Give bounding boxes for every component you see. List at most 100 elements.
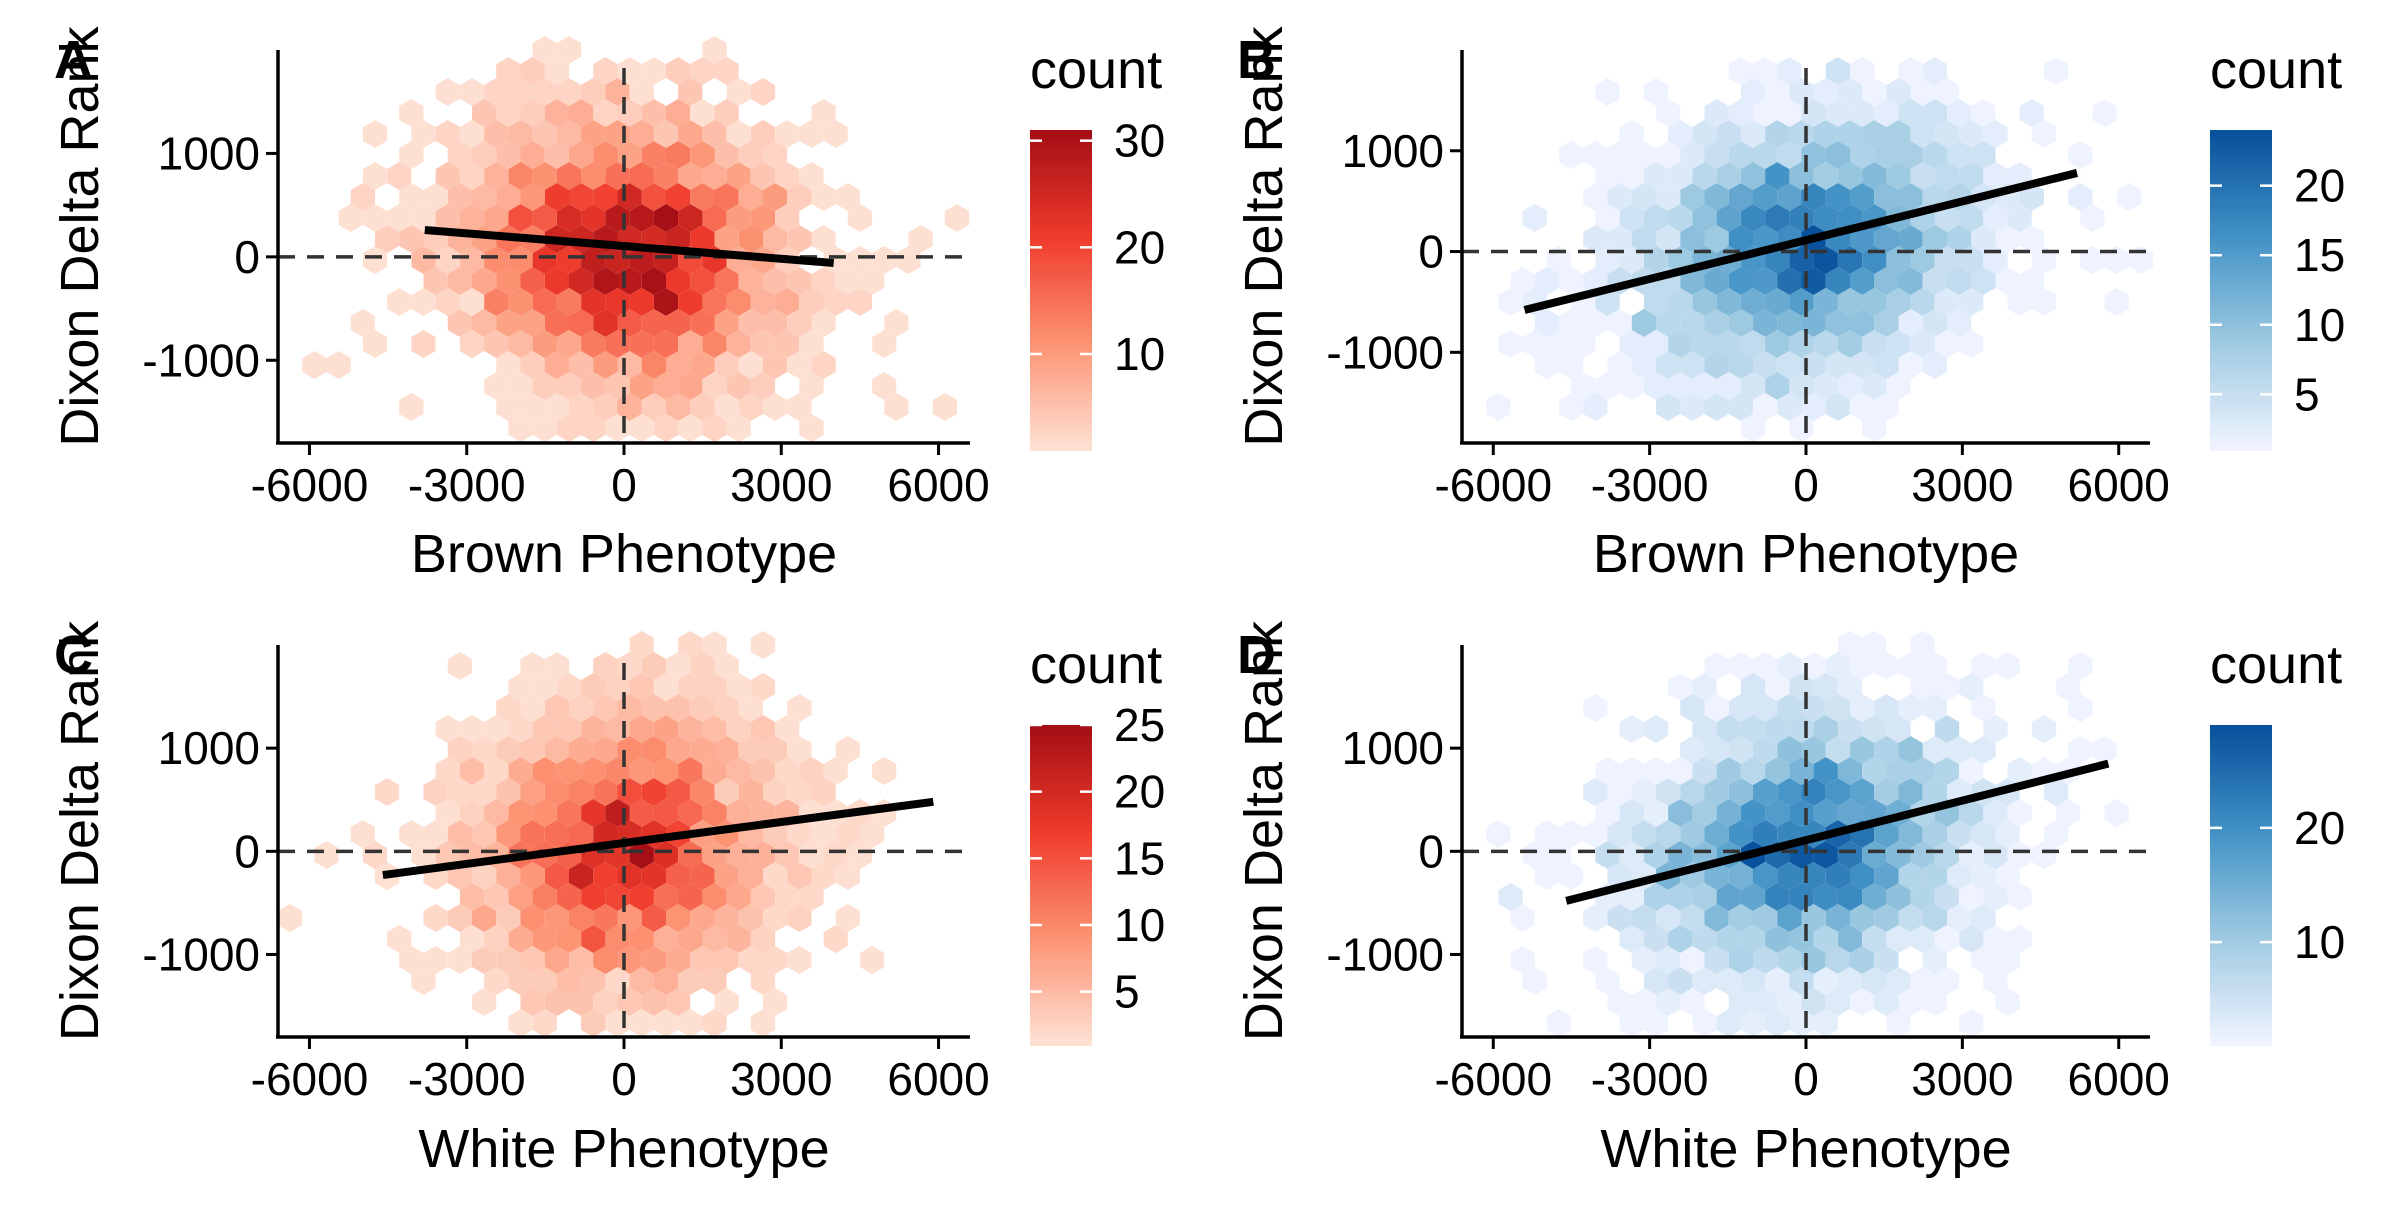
hexbin-cell [1704,351,1729,379]
hexbin-cell [653,925,679,953]
hexbin-cell [690,351,715,379]
legend-gradient-step [2210,757,2272,764]
hexbin-cell [520,820,545,848]
hexbin-cell [2080,204,2105,232]
hexbin-cell [1668,757,1693,785]
hexbin-cell [1886,757,1911,785]
hexbin-cell [666,141,691,169]
hexbin-cell [447,652,472,680]
hexbin-cell [544,862,569,890]
hexbin-cell [1668,288,1693,316]
color-legend: count 5 10 15 20 25 [1030,635,1165,1046]
hexbin-cell [641,57,666,85]
legend-gradient-step [2210,332,2272,339]
hexbin-cell [787,862,812,890]
hexbin-cell [1862,162,1887,190]
hexbin-cell [1934,162,1960,190]
hexbin-cell [593,652,618,680]
hexbin-cell [787,904,812,932]
hexbin-cell [1862,841,1887,869]
legend-gradient-step [1030,1039,1092,1046]
hexbin-cell [847,204,873,232]
legend-gradient-step [2210,178,2272,185]
legend-gradient-step [1030,252,1092,259]
hexbin-cell [1716,799,1741,827]
hexbin-cell [653,372,679,400]
hexbin-cell [1886,841,1911,869]
hexbin-cell [835,736,860,764]
legend-gradient-step [2210,895,2272,902]
hexbin-cell [702,631,727,659]
hexbin-cell [508,162,533,190]
hexbin-cell [629,631,654,659]
hexbin-cell [908,225,933,253]
hexbin-cell [1583,946,1608,974]
hexbin-cell [1668,120,1693,148]
hexbin-cell [1753,267,1778,295]
legend-gradient-step [1030,1018,1092,1025]
hexbin-cell [1643,204,1669,232]
legend-gradient-step [1030,954,1092,961]
hexbin-cell [799,414,824,442]
hexbin-cell [1850,309,1875,337]
hexbin-cell [1583,820,1608,848]
hexbin-cell [508,414,533,442]
hexbin-cell [690,99,715,127]
hexbin-cell [1643,288,1669,316]
legend-gradient-step [1030,172,1092,179]
hexbin-cell [702,372,727,400]
hexbin-cell [1825,862,1850,890]
hexbin-cell [666,652,691,680]
hexbin-cell [496,862,521,890]
legend-gradient-step [1030,215,1092,222]
hexbin-cell [1813,715,1838,743]
hexbin-cell [1643,78,1669,106]
hexbin-cell [1765,883,1790,911]
y-tick-label: 0 [1418,825,1444,877]
hexbin-cell [1922,225,1947,253]
hexbin-cell [835,820,860,848]
hexbin-cell [459,78,485,106]
hexbin-cell [1813,372,1838,400]
legend-gradient-step [1030,284,1092,291]
hexbin-cell [581,414,606,442]
hexbin-cell [1922,988,1947,1016]
legend-gradient-step [2210,922,2272,929]
hexbin-cell [350,820,375,848]
hexbin-cell [520,988,545,1016]
hexbin-cell [775,120,800,148]
hexbin-cell [581,204,606,232]
hexbin-cell [1850,736,1875,764]
hexbin-cell [702,1009,727,1037]
hexbin-cell [1765,967,1790,995]
legend-label: 10 [2294,299,2345,351]
legend-gradient-step [2210,215,2272,222]
hexbin-cell [823,841,848,869]
hexbin-cell [302,351,327,379]
hexbin-cell [835,862,860,890]
legend-gradient-step [1030,831,1092,838]
legend-gradient-step [1030,970,1092,977]
hexbin-cell [1643,1009,1669,1037]
hexbin-cell [1643,162,1669,190]
hexbin-cell [1813,841,1838,869]
legend-gradient-step [2210,959,2272,966]
hexbin-cell [726,372,751,400]
hexbin-cell [1680,988,1705,1016]
hexbin-cell [1631,820,1656,848]
hexbin-cell [1850,99,1875,127]
hexbin-cell [1692,162,1717,190]
hexbin-cell [641,141,666,169]
hexbin-cell [653,715,679,743]
hexbin-cell [1777,988,1802,1016]
hexbin-cell [508,883,533,911]
hexbin-cell [556,925,582,953]
legend-gradient-step [2210,343,2272,350]
hexbin-cell [1971,820,1996,848]
hexbin-cell [872,757,897,785]
hexbin-cell [775,883,800,911]
hexbin-cell [763,309,788,337]
x-tick-label: -3000 [408,459,526,511]
hexbin-cell [726,673,751,701]
hexbin-cell [1898,988,1923,1016]
